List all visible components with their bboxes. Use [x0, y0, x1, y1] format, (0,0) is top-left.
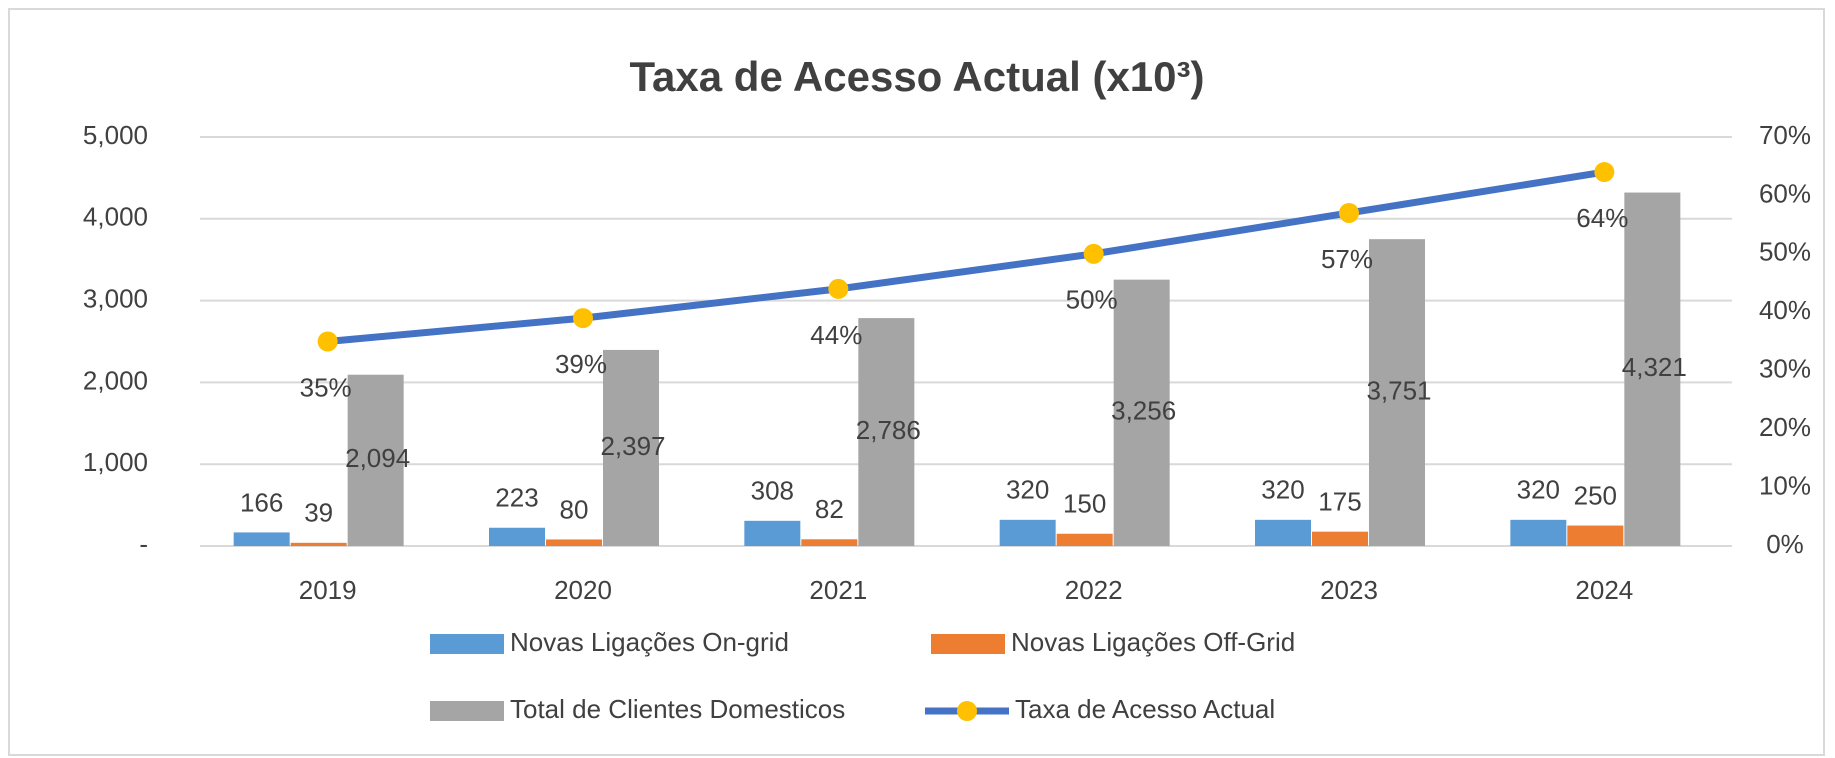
line-marker: [828, 278, 849, 299]
y2-tick-label: 20%: [1759, 412, 1811, 442]
line-marker: [317, 331, 338, 352]
data-label: 35%: [300, 372, 352, 402]
data-label: 80: [560, 494, 589, 524]
y-tick-label: 2,000: [83, 365, 148, 395]
data-label: 320: [1517, 475, 1560, 505]
y-tick-label: 4,000: [83, 202, 148, 232]
data-label: 320: [1006, 475, 1049, 505]
x-tick-label: 2020: [554, 575, 612, 605]
y-tick-label: -: [139, 529, 148, 559]
x-tick-label: 2022: [1065, 575, 1123, 605]
data-label: 150: [1063, 489, 1106, 519]
legend-swatch: [931, 634, 1005, 654]
bar: [1113, 279, 1170, 546]
y2-tick-label: 60%: [1759, 178, 1811, 208]
legend-swatch: [430, 634, 504, 654]
y-tick-label: 1,000: [83, 447, 148, 477]
data-label: 250: [1574, 480, 1617, 510]
data-label: 4,321: [1622, 352, 1687, 382]
bar: [603, 349, 659, 546]
y-tick-label: 3,000: [83, 283, 148, 313]
bar: [999, 519, 1056, 546]
bar: [801, 539, 858, 546]
bar: [546, 539, 602, 546]
y2-tick-label: 10%: [1759, 470, 1811, 500]
data-label: 175: [1318, 487, 1361, 517]
x-tick-label: 2019: [299, 575, 357, 605]
bar: [347, 374, 404, 546]
legend-label: Total de Clientes Domesticos: [510, 694, 845, 724]
y2-tick-label: 50%: [1759, 237, 1811, 267]
data-label: 82: [815, 494, 844, 524]
bar: [1510, 519, 1567, 546]
bar: [1056, 533, 1113, 546]
line-marker: [1594, 162, 1615, 183]
bar: [1312, 531, 1368, 546]
bar: [489, 527, 545, 546]
y2-tick-label: 40%: [1759, 295, 1811, 325]
data-label: 308: [751, 476, 794, 506]
x-tick-label: 2021: [809, 575, 867, 605]
data-label: 223: [495, 483, 538, 513]
line: [324, 168, 1608, 345]
y2-tick-label: 0%: [1766, 529, 1804, 559]
data-label: 39%: [555, 349, 607, 379]
data-label: 57%: [1321, 244, 1373, 274]
x-tick-label: 2024: [1575, 575, 1633, 605]
data-label: 2,094: [345, 443, 410, 473]
bar: [233, 532, 290, 546]
bar: [1624, 192, 1681, 546]
data-label: 2,786: [856, 415, 921, 445]
chart-title: Taxa de Acesso Actual (x10³): [630, 53, 1205, 100]
data-label: 320: [1261, 475, 1304, 505]
line-marker: [573, 308, 593, 329]
y2-tick-label: 70%: [1759, 120, 1811, 150]
data-label: 39: [304, 498, 333, 528]
bar: [1255, 519, 1311, 546]
x-tick-label: 2023: [1320, 575, 1378, 605]
legend-marker: [957, 701, 977, 721]
bar: [858, 318, 915, 546]
data-label: 166: [240, 487, 283, 517]
legend-swatch: [430, 701, 504, 721]
line-marker: [1083, 243, 1104, 264]
bar: [1567, 525, 1624, 546]
data-label: 50%: [1066, 285, 1118, 315]
legend-label: Novas Ligações On-grid: [510, 627, 789, 657]
data-label: 3,751: [1366, 375, 1431, 405]
line-marker: [1339, 202, 1359, 223]
data-label: 2,397: [600, 431, 665, 461]
bar: [744, 520, 801, 546]
data-label: 44%: [810, 320, 862, 350]
bar: [290, 542, 347, 546]
legend-label: Taxa de Acesso Actual: [1015, 694, 1275, 724]
legend-label: Novas Ligações Off-Grid: [1011, 627, 1295, 657]
data-label: 3,256: [1111, 396, 1176, 426]
y2-tick-label: 30%: [1759, 354, 1811, 384]
data-label: 64%: [1576, 203, 1628, 233]
bar: [1369, 239, 1425, 546]
y-tick-label: 5,000: [83, 120, 148, 150]
